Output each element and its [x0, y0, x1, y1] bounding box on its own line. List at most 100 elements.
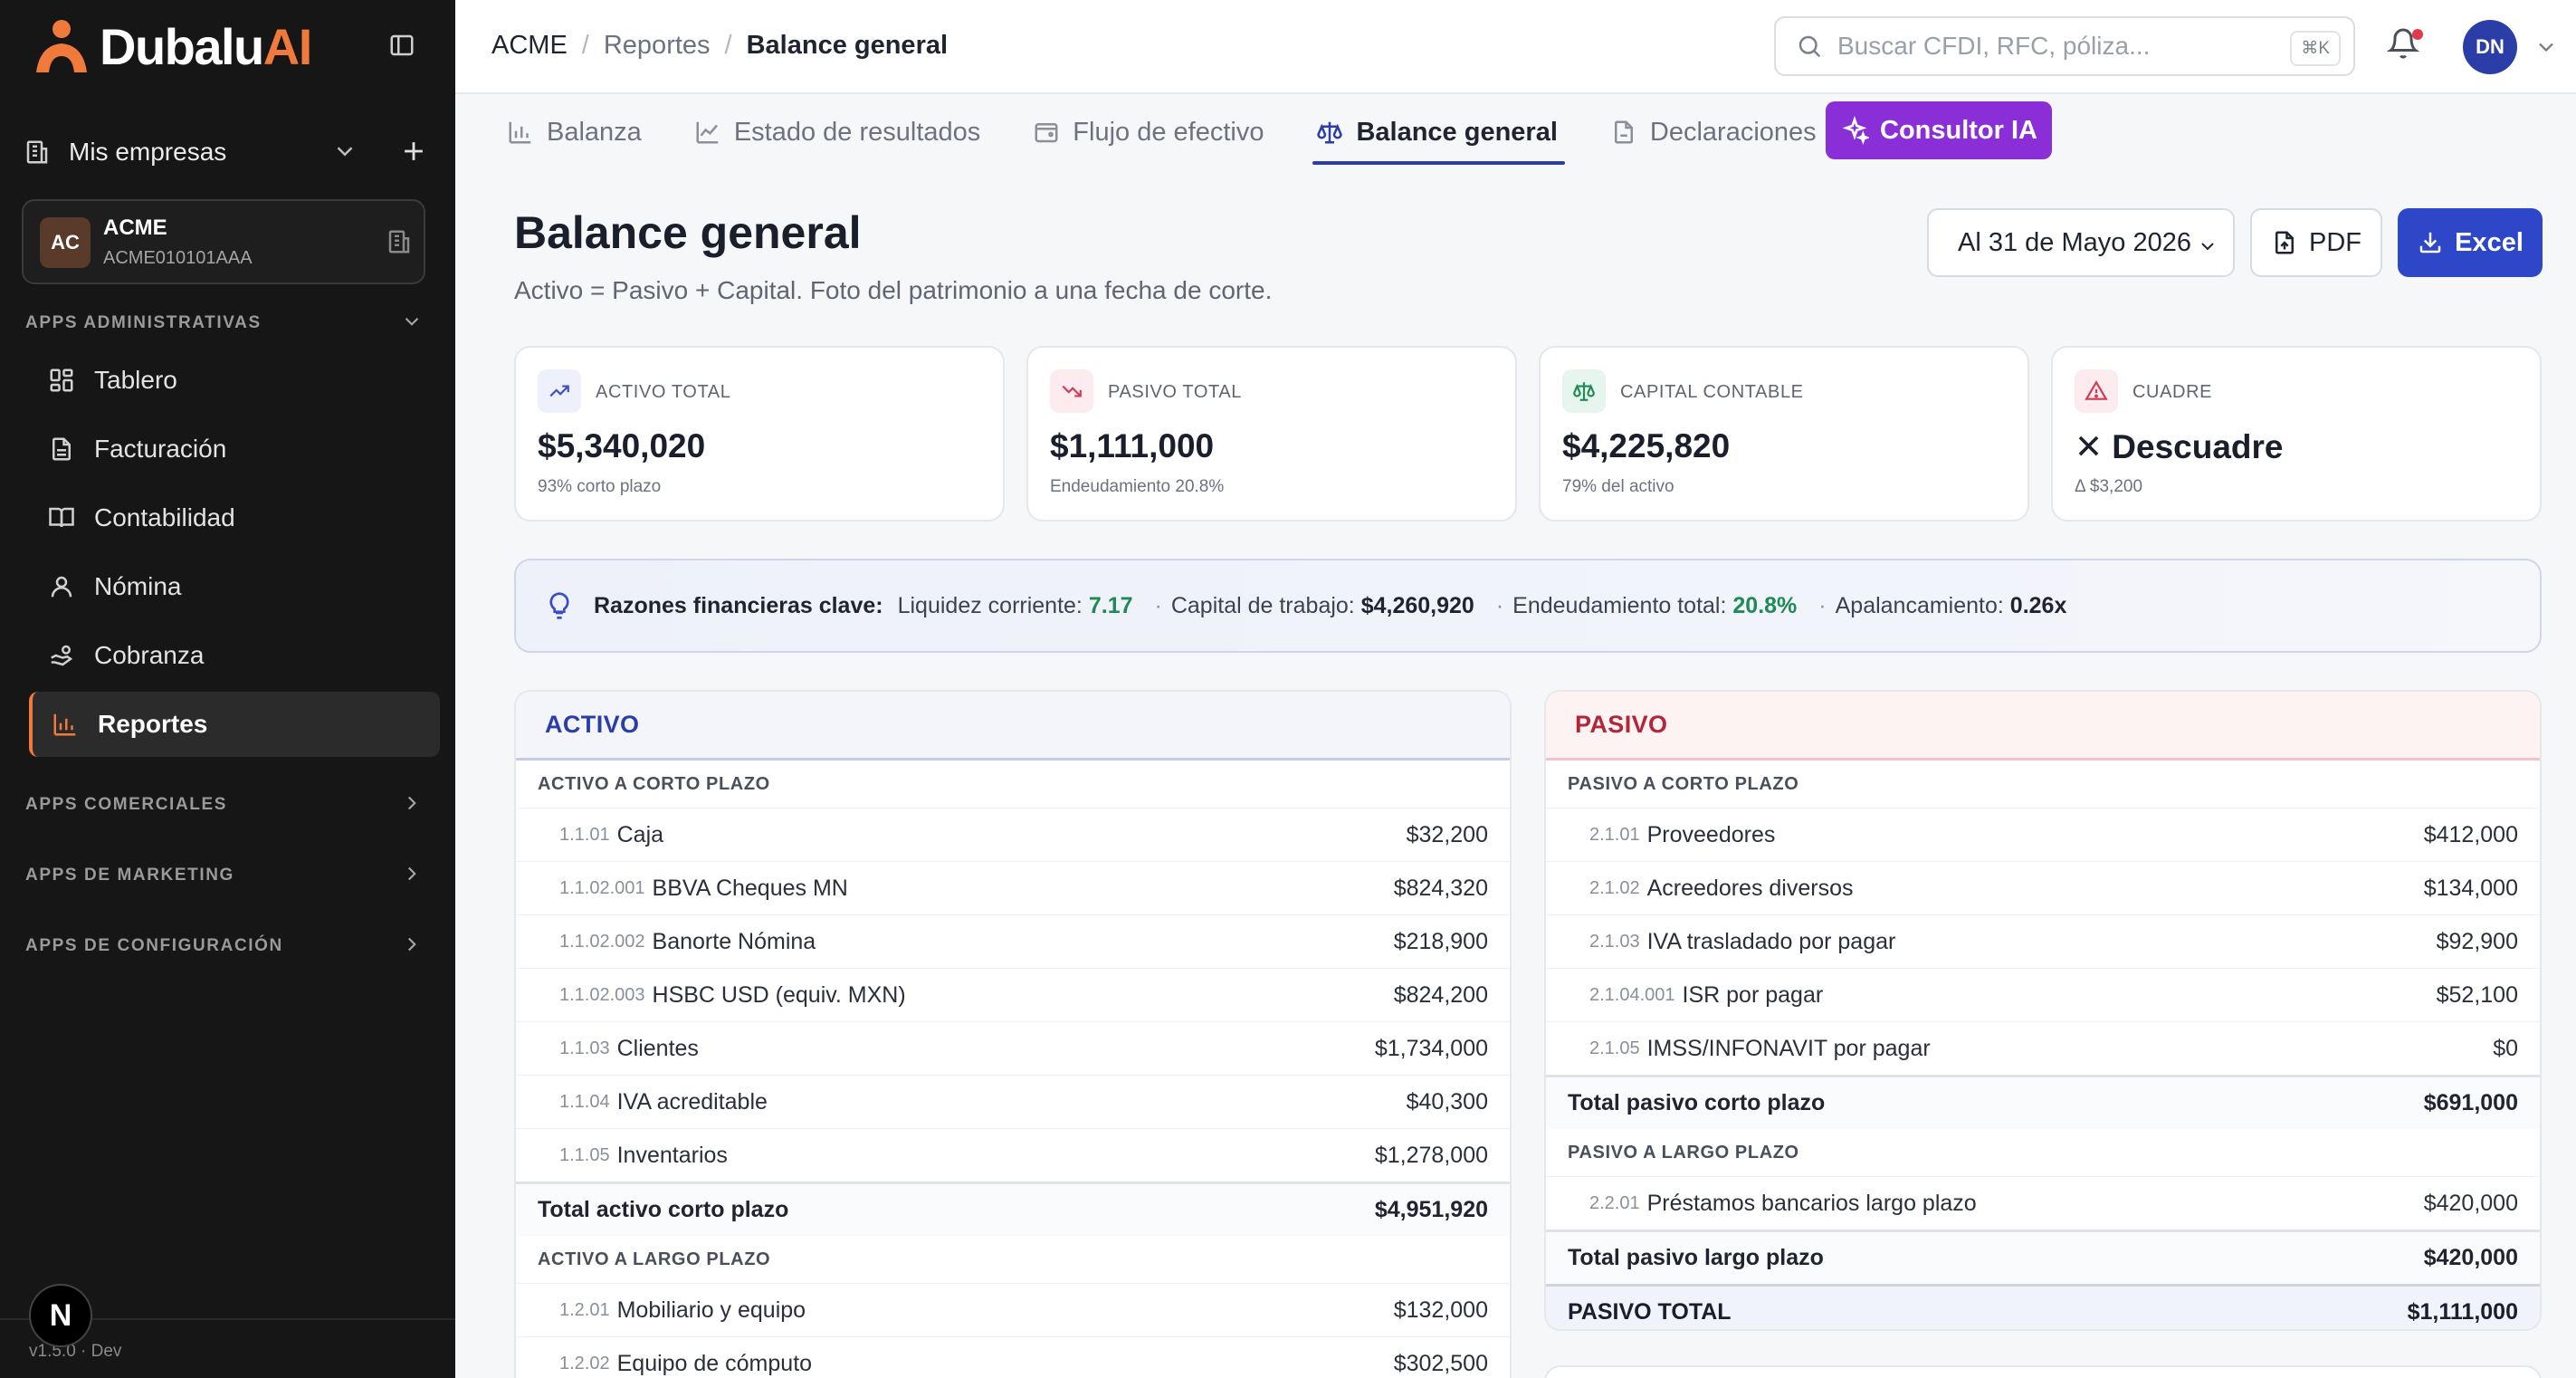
account-row[interactable]: 1.1.04 IVA acreditable $40,300 — [516, 1075, 1510, 1128]
account-row[interactable]: 2.1.03 IVA trasladado por pagar $92,900 — [1546, 914, 2540, 968]
account-row[interactable]: 1.1.02.002 Banorte Nómina $218,900 — [516, 914, 1510, 968]
account-row[interactable]: 1.1.03 Clientes $1,734,000 — [516, 1021, 1510, 1075]
search-input[interactable] — [1837, 32, 2272, 61]
account-code: 1.1.02.001 — [559, 877, 645, 898]
active-company-card[interactable]: AC ACME ACME010101AAA — [22, 199, 425, 284]
account-amount: $132,000 — [1393, 1297, 1488, 1323]
ratio-separator: · — [1818, 592, 1827, 618]
account-code: 1.1.01 — [559, 824, 610, 845]
file-icon — [1614, 120, 1633, 144]
account-code: 1.1.02.002 — [559, 931, 645, 952]
dev-tools-badge[interactable]: N — [29, 1284, 92, 1347]
topbar: ACME / Reportes / Balance general ⌘K DN — [455, 0, 2576, 94]
company-selector[interactable]: Mis empresas — [24, 127, 433, 177]
add-company-icon[interactable] — [398, 136, 429, 167]
pasivo-corto-plazo-heading: PASIVO A CORTO PLAZO — [1568, 773, 1799, 794]
global-search[interactable]: ⌘K — [1774, 16, 2355, 76]
building-icon — [388, 230, 410, 254]
cutoff-date-select[interactable]: Al 31 de Mayo 2026 — [1927, 208, 2235, 277]
account-row[interactable]: 2.1.01 Proveedores $412,000 — [1546, 808, 2540, 861]
account-amount: $1,278,000 — [1374, 1142, 1488, 1168]
account-amount: $40,300 — [1406, 1088, 1488, 1115]
tab-flujo-efectivo[interactable]: Flujo de efectivo — [1033, 98, 1264, 167]
account-code: 1.1.02.003 — [559, 984, 645, 1005]
excel-label: Excel — [2455, 227, 2524, 257]
section-commercial-apps[interactable]: APPS COMERCIALES — [25, 795, 424, 815]
account-name: Acreedores diversos — [1646, 875, 1854, 901]
section-admin-apps[interactable]: APPS ADMINISTRATIVAS — [25, 313, 424, 333]
sidebar-item-nomina[interactable]: Nómina — [29, 554, 440, 619]
chevron-down-icon — [405, 317, 419, 326]
account-row[interactable]: 2.2.01 Préstamos bancarios largo plazo $42… — [1546, 1176, 2540, 1230]
tab-label: Flujo de efectivo — [1073, 117, 1264, 147]
account-row[interactable]: 1.1.05 Inventarios $1,278,000 — [516, 1128, 1510, 1182]
kpi-value: $1,111,000 — [1050, 427, 1215, 464]
user-icon — [45, 570, 78, 603]
account-name: IVA trasladado por pagar — [1646, 928, 1896, 954]
company-rfc: ACME010101AAA — [103, 248, 253, 268]
tab-consultor-ia[interactable]: Consultor IA — [1826, 101, 2052, 159]
breadcrumb-company[interactable]: ACME — [491, 31, 568, 60]
account-amount: $824,320 — [1393, 875, 1488, 901]
breadcrumb-reportes[interactable]: Reportes — [603, 31, 711, 60]
tab-balance-general[interactable]: Balance general — [1312, 98, 1566, 167]
kpi-pasivo-total: PASIVO TOTAL $1,111,000 Endeudamiento 20… — [1026, 346, 1517, 522]
tab-label: Balance general — [1356, 117, 1558, 147]
account-code: 1.1.04 — [559, 1091, 610, 1112]
account-name: Inventarios — [616, 1142, 728, 1168]
account-name: Mobiliario y equipo — [616, 1297, 806, 1323]
activo-panel: ACTIVO ACTIVO A CORTO PLAZO 1.1.01 Caja $3… — [514, 690, 1512, 1378]
account-row[interactable]: 1.1.02.003 HSBC USD (equiv. MXN) $824,200 — [516, 968, 1510, 1021]
account-name: ISR por pagar — [1682, 981, 1824, 1008]
account-code: 2.1.05 — [1589, 1038, 1640, 1058]
scale-icon — [1562, 369, 1606, 413]
account-row[interactable]: 1.2.01 Mobiliario y equipo $132,000 — [516, 1283, 1510, 1336]
section-marketing-apps[interactable]: APPS DE MARKETING — [25, 866, 424, 885]
account-amount: $824,200 — [1393, 981, 1488, 1008]
section-config-apps[interactable]: APPS DE CONFIGURACIÓN — [25, 936, 424, 956]
account-amount: $52,100 — [2436, 981, 2518, 1008]
cutoff-date-value: Al 31 de Mayo 2026 — [1958, 227, 2191, 257]
account-row[interactable]: 1.1.02.001 BBVA Cheques MN $824,320 — [516, 861, 1510, 914]
sidebar-item-reportes[interactable]: Reportes — [29, 692, 440, 757]
tab-label: Consultor IA — [1880, 115, 2037, 145]
account-row[interactable]: 1.2.02 Equipo de cómputo $302,500 — [516, 1336, 1510, 1378]
account-name: HSBC USD (equiv. MXN) — [652, 981, 906, 1008]
account-code: 1.2.01 — [559, 1299, 610, 1320]
account-amount: $1,734,000 — [1374, 1035, 1488, 1061]
breadcrumb-current: Balance general — [746, 31, 949, 60]
sidebar-item-label: Tablero — [94, 366, 177, 394]
export-pdf-button[interactable]: PDF — [2250, 208, 2382, 277]
tab-balanza[interactable]: Balanza — [507, 98, 642, 167]
chevron-down-icon[interactable] — [2533, 34, 2559, 60]
user-avatar[interactable]: DN — [2463, 20, 2517, 74]
sidebar-item-label: Reportes — [98, 710, 208, 738]
collapse-sidebar-button[interactable] — [384, 27, 420, 63]
breadcrumb-separator: / — [581, 31, 589, 60]
account-row[interactable]: 2.1.05 IMSS/INFONAVIT por pagar $0 — [1546, 1021, 2540, 1075]
company-avatar: AC — [40, 217, 91, 268]
export-excel-button[interactable]: Excel — [2398, 208, 2543, 277]
tab-declaraciones[interactable]: Declaraciones — [1610, 98, 1817, 167]
account-row[interactable]: 1.1.01 Caja $32,200 — [516, 808, 1510, 861]
chevron-right-icon — [407, 796, 416, 810]
account-code: 2.1.04.001 — [1589, 984, 1675, 1005]
line-chart-icon — [696, 121, 719, 144]
account-code: 1.1.05 — [559, 1144, 610, 1165]
notifications-button[interactable] — [2386, 27, 2427, 67]
account-amount: $302,500 — [1393, 1350, 1488, 1376]
sidebar-item-contabilidad[interactable]: Contabilidad — [29, 485, 440, 550]
sidebar-item-facturacion[interactable]: Facturación — [29, 416, 440, 482]
account-row[interactable]: 2.1.04.001 ISR por pagar $52,100 — [1546, 968, 2540, 1021]
chevron-down-icon[interactable] — [331, 138, 358, 165]
sidebar-item-tablero[interactable]: Tablero — [29, 348, 440, 413]
sidebar-item-label: Nómina — [94, 572, 182, 600]
brand-logo[interactable]: DubaluAI — [27, 18, 312, 75]
grid-icon — [45, 364, 78, 397]
sidebar-item-cobranza[interactable]: Cobranza — [29, 623, 440, 688]
account-code: 1.2.02 — [559, 1353, 610, 1373]
tab-estado-resultados[interactable]: Estado de resultados — [694, 98, 980, 167]
search-shortcut-hint: ⌘K — [2290, 31, 2341, 66]
kpi-cuadre: CUADRE ✕ Descuadre Δ $3,200 — [2051, 346, 2542, 522]
account-row[interactable]: 2.1.02 Acreedores diversos $134,000 — [1546, 861, 2540, 914]
